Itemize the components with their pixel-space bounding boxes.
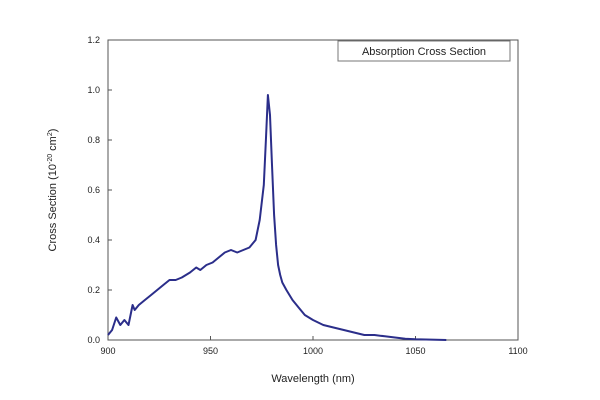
y-tick-label: 0.2 (87, 285, 100, 295)
x-tick-label: 950 (203, 346, 218, 356)
legend-label: Absorption Cross Section (362, 46, 486, 58)
x-tick-label: 900 (100, 346, 115, 356)
y-tick-label: 0.6 (87, 185, 100, 195)
x-axis-title: Wavelength (nm) (271, 373, 354, 385)
y-tick-label: 0.0 (87, 335, 100, 345)
y-tick-label: 0.4 (87, 235, 100, 245)
x-axis: 900 950 1000 1050 1100 (100, 336, 528, 356)
x-tick-label: 1000 (303, 346, 323, 356)
x-tick-label: 1100 (508, 346, 527, 356)
y-tick-label: 0.8 (87, 135, 100, 145)
y-axis-title: Cross Section (10-20 cm2) (47, 129, 59, 252)
legend-box (337, 40, 511, 62)
legend: Absorption Cross Section (337, 40, 511, 62)
y-tick-label: 1.2 (87, 35, 100, 45)
series-line-absorption (107, 94, 447, 341)
x-tick-label: 1050 (405, 346, 425, 356)
plot-frame (107, 39, 519, 341)
y-axis: 0.0 0.2 0.4 0.6 0.8 1.0 1.2 (87, 35, 112, 345)
y-tick-label: 1.0 (87, 85, 100, 95)
